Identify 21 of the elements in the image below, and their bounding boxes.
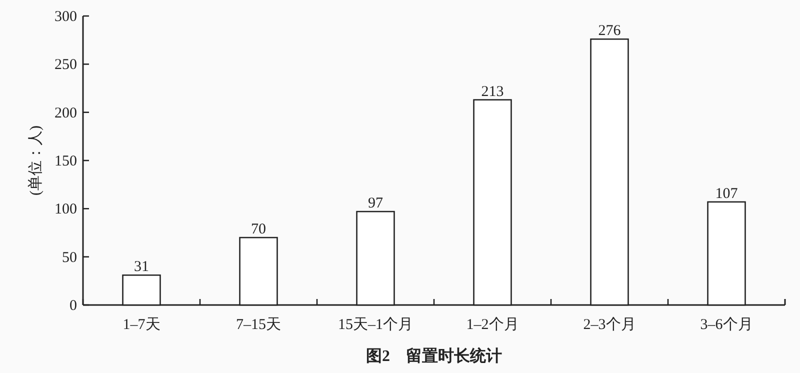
y-tick-label: 100 xyxy=(54,202,77,218)
data-label: 70 xyxy=(251,222,266,238)
data-label: 213 xyxy=(481,84,504,100)
y-tick-label: 250 xyxy=(54,57,77,74)
data-label: 276 xyxy=(598,23,622,40)
data-label: 31 xyxy=(134,259,149,276)
y-tick-label: 0 xyxy=(70,298,77,314)
x-tick-label: 7–15天 xyxy=(236,317,281,333)
y-tick-label: 50 xyxy=(62,250,77,266)
x-tick-label: 15天–1个月 xyxy=(338,316,413,333)
x-tick-label: 1–7天 xyxy=(122,317,160,333)
y-tick-label: 200 xyxy=(54,105,77,122)
data-label: 97 xyxy=(368,196,384,212)
y-tick-label: 300 xyxy=(54,9,77,25)
text: 图2 留置时长统计 xyxy=(366,347,502,365)
x-tick-label: 3–6个月 xyxy=(700,316,753,333)
x-tick-label: 1–2个月 xyxy=(466,316,519,333)
data-label: 107 xyxy=(715,186,738,202)
y-axis-title: (单位：人) xyxy=(27,126,44,196)
x-tick-label: 2–3个月 xyxy=(583,316,636,333)
y-tick-label: 150 xyxy=(54,154,77,170)
